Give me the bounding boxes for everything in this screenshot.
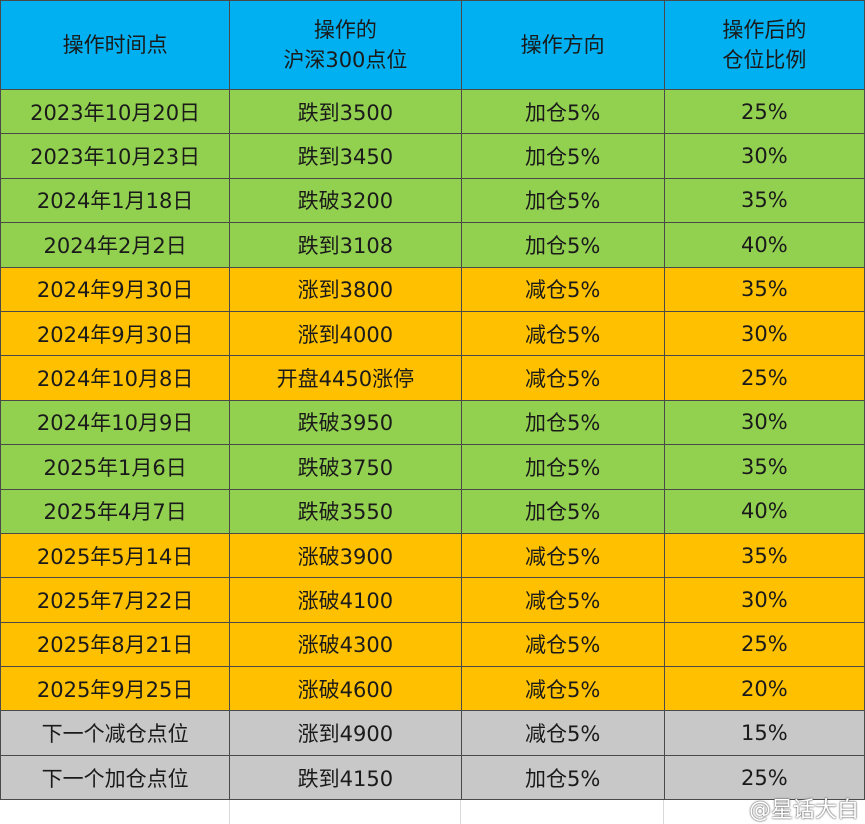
cell-position: 35% [663, 177, 865, 224]
header-level-label: 操作的 沪深300点位 [283, 18, 408, 72]
table-row: 2025年7月22日 涨破4100 减仓5% 30% [0, 577, 865, 623]
table-row: 下一个加仓点位 跌到4150 加仓5% 25% [0, 754, 865, 801]
cell-position: 30% [663, 133, 865, 179]
position-table: 操作时间点 操作的 沪深300点位 操作方向 操作后的 仓位比例 2023年10… [0, 0, 865, 801]
cell-action: 减仓5% [460, 621, 665, 668]
cell-level: 涨到4900 [229, 710, 462, 756]
table-row: 2024年1月18日 跌破3200 加仓5% 35% [0, 177, 865, 224]
watermark: @星话大白 [720, 792, 859, 824]
cell-action: 减仓5% [460, 532, 665, 579]
header-date: 操作时间点 [0, 0, 231, 90]
cell-position: 40% [663, 488, 865, 534]
cell-date: 2024年2月2日 [0, 222, 231, 268]
table-row: 2024年9月30日 涨到3800 减仓5% 35% [0, 266, 865, 312]
cell-position: 20% [663, 666, 865, 712]
cell-date: 2024年10月9日 [0, 399, 231, 446]
cell-position: 25% [663, 754, 865, 801]
cell-date: 2025年8月21日 [0, 621, 231, 668]
cell-date: 2024年9月30日 [0, 310, 231, 357]
table-row: 2024年9月30日 涨到4000 减仓5% 30% [0, 310, 865, 357]
table-row: 2025年9月25日 涨破4600 减仓5% 20% [0, 666, 865, 712]
cell-date: 2025年5月14日 [0, 532, 231, 579]
cell-level: 跌破3550 [229, 488, 462, 534]
table-row: 2024年10月8日 开盘4450涨停 减仓5% 25% [0, 355, 865, 401]
table-row: 2024年10月9日 跌破3950 加仓5% 30% [0, 399, 865, 446]
cell-date: 下一个加仓点位 [0, 754, 231, 801]
cell-date: 2023年10月20日 [0, 88, 231, 135]
empty-grid-area [0, 800, 865, 824]
cell-date: 2025年1月6日 [0, 444, 231, 490]
cell-position: 30% [663, 310, 865, 357]
cell-action: 加仓5% [460, 444, 665, 490]
cell-position: 40% [663, 222, 865, 268]
cell-action: 减仓5% [460, 266, 665, 312]
header-row: 操作时间点 操作的 沪深300点位 操作方向 操作后的 仓位比例 [0, 0, 865, 90]
cell-action: 减仓5% [460, 310, 665, 357]
cell-date: 2025年9月25日 [0, 666, 231, 712]
cell-level: 跌到3450 [229, 133, 462, 179]
cell-action: 加仓5% [460, 177, 665, 224]
cell-date: 2024年10月8日 [0, 355, 231, 401]
cell-action: 减仓5% [460, 355, 665, 401]
table-body: 2023年10月20日 跌到3500 加仓5% 25% 2023年10月23日 跌到345… [0, 88, 865, 801]
cell-position: 35% [663, 444, 865, 490]
table-row: 2025年5月14日 涨破3900 减仓5% 35% [0, 532, 865, 579]
cell-action: 加仓5% [460, 88, 665, 135]
cell-action: 加仓5% [460, 222, 665, 268]
cell-date: 2024年1月18日 [0, 177, 231, 224]
cell-action: 减仓5% [460, 666, 665, 712]
cell-date: 2025年4月7日 [0, 488, 231, 534]
table-row: 2025年8月21日 涨破4300 减仓5% 25% [0, 621, 865, 668]
cell-level: 涨破3900 [229, 532, 462, 579]
cell-position: 25% [663, 355, 865, 401]
cell-level: 跌到4150 [229, 754, 462, 801]
header-position: 操作后的 仓位比例 [663, 0, 865, 90]
cell-date: 下一个减仓点位 [0, 710, 231, 756]
cell-action: 加仓5% [460, 754, 665, 801]
cell-level: 涨到4000 [229, 310, 462, 357]
cell-level: 涨破4300 [229, 621, 462, 668]
table-row: 2023年10月20日 跌到3500 加仓5% 25% [0, 88, 865, 135]
cell-action: 加仓5% [460, 488, 665, 534]
cell-position: 15% [663, 710, 865, 756]
cell-position: 25% [663, 88, 865, 135]
cell-level: 跌到3108 [229, 222, 462, 268]
cell-position: 35% [663, 532, 865, 579]
cell-level: 涨到3800 [229, 266, 462, 312]
header-level: 操作的 沪深300点位 [229, 0, 462, 90]
cell-date: 2023年10月23日 [0, 133, 231, 179]
cell-level: 开盘4450涨停 [229, 355, 462, 401]
cell-position: 25% [663, 621, 865, 668]
header-position-label: 操作后的 仓位比例 [722, 18, 807, 72]
cell-level: 跌破3950 [229, 399, 462, 446]
table-row: 2024年2月2日 跌到3108 加仓5% 40% [0, 222, 865, 268]
cell-level: 涨破4600 [229, 666, 462, 712]
table-row: 下一个减仓点位 涨到4900 减仓5% 15% [0, 710, 865, 756]
header-action-label: 操作方向 [520, 33, 605, 57]
table-row: 2023年10月23日 跌到3450 加仓5% 30% [0, 133, 865, 179]
header-date-label: 操作时间点 [62, 33, 168, 57]
cell-action: 加仓5% [460, 133, 665, 179]
header-action: 操作方向 [460, 0, 665, 90]
watermark-text: @星话大白 [748, 798, 859, 823]
cell-action: 加仓5% [460, 399, 665, 446]
cell-date: 2024年9月30日 [0, 266, 231, 312]
cell-action: 减仓5% [460, 710, 665, 756]
table-row: 2025年1月6日 跌破3750 加仓5% 35% [0, 444, 865, 490]
cell-position: 35% [663, 266, 865, 312]
cell-level: 跌破3750 [229, 444, 462, 490]
cell-level: 跌破3200 [229, 177, 462, 224]
cell-level: 涨破4100 [229, 577, 462, 623]
cell-position: 30% [663, 399, 865, 446]
cell-date: 2025年7月22日 [0, 577, 231, 623]
table-row: 2025年4月7日 跌破3550 加仓5% 40% [0, 488, 865, 534]
cell-position: 30% [663, 577, 865, 623]
weibo-icon [720, 800, 744, 818]
cell-action: 减仓5% [460, 577, 665, 623]
cell-level: 跌到3500 [229, 88, 462, 135]
